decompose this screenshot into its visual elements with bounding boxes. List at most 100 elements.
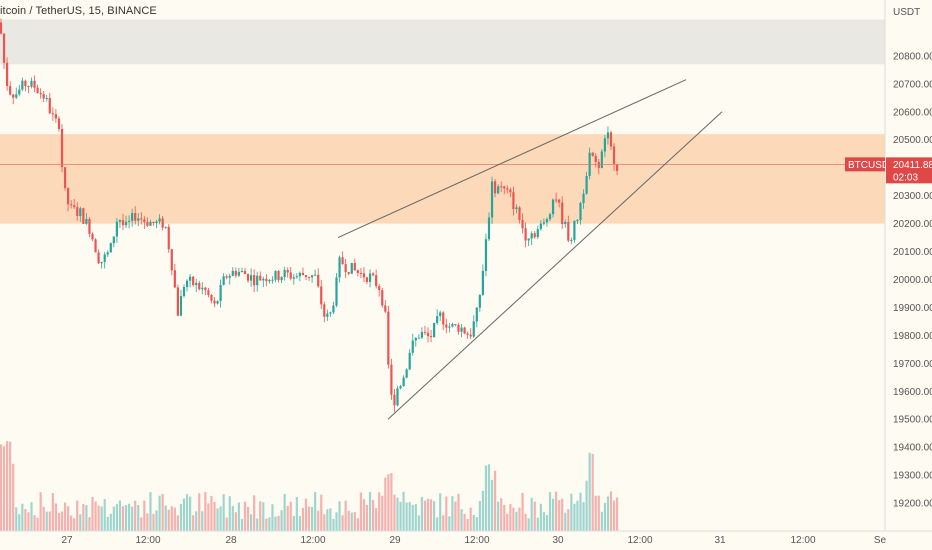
volume-bar [555,491,558,531]
volume-bar [9,441,12,531]
time-tick-label: 12:00 [790,535,815,546]
volume-bar [6,441,9,531]
candle-body [570,239,573,241]
candle-body [262,278,265,281]
volume-bar [506,513,509,531]
volume-bar [353,511,356,531]
volume-bar [207,503,210,531]
time-tick-label: 28 [225,535,237,546]
volume-bar [109,513,112,531]
candle-body [393,394,396,406]
volume-bar [259,501,262,531]
volume-bar [131,506,134,531]
time-tick-label: 12:00 [464,535,489,546]
candle-body [332,305,335,313]
candle-body [76,207,79,216]
volume-bar [463,513,466,531]
candle-body [103,254,106,262]
candle-body [140,218,143,220]
candle-body [30,80,33,87]
volume-bar [164,505,167,531]
candle-body [192,276,195,286]
candle-body [347,271,350,274]
volume-bar [253,495,256,531]
candle-body [533,233,536,238]
volume-bar [359,492,362,531]
candle-body [182,287,186,297]
candle-body [530,233,533,239]
candle-body [329,312,332,314]
candle-body [271,279,274,281]
trendline-upper[interactable] [337,79,687,239]
candle-body [314,274,317,276]
candle-body [396,388,399,406]
candle-body [466,333,469,335]
candle-body [24,80,27,87]
volume-bar [490,479,494,531]
volume-bar [30,502,33,531]
volume-bar [97,505,100,531]
candle-body [152,221,155,223]
candle-body [509,189,512,193]
candle-body [27,86,30,88]
candle-body [128,220,131,222]
candle-body [274,270,277,280]
candle-body [451,324,454,327]
candle-body [524,228,527,241]
volume-bar [436,517,439,531]
volume-bar [57,512,61,531]
candle-body [515,207,518,209]
trendline-lower[interactable] [387,111,723,420]
candle-body [359,273,362,275]
volume-bar [381,495,384,531]
volume-bar [414,504,417,531]
candle-body [210,294,213,301]
volume-bar [76,500,79,531]
candle-body [429,336,433,338]
volume-bar [307,506,311,531]
candle-body [307,276,311,278]
price-tag-symbol: BTCUSDT [848,160,895,171]
candle-body [149,221,152,226]
candle-body [311,275,314,278]
candle-body [460,327,463,332]
volume-bar [24,509,27,531]
candle-body [265,278,268,282]
candle-body [2,33,6,63]
candle-body [79,208,82,216]
time-tick-label: Se [874,535,887,546]
candle-body [603,138,606,152]
candle-body [259,275,262,281]
volume-bar [518,507,521,531]
candle-body [609,132,613,147]
volume-bar [368,491,372,531]
volume-bar [39,492,42,531]
volume-bar [561,498,564,531]
candle-body [97,252,100,264]
candle-body [548,214,552,220]
volume-bar [176,515,179,531]
volume-bar [475,517,478,531]
candle-body [463,327,466,334]
candle-body [243,271,247,275]
candle-body [176,287,179,316]
price-axis-ticks: 20800.0020700.0020600.0020500.0020400.00… [893,51,932,509]
volume-bar [445,496,448,531]
candle-body [387,311,390,365]
volume-bar [170,506,173,531]
volume-bar [185,494,189,531]
volume-bar [356,518,359,531]
candle-body [539,223,542,230]
volume-bar [79,514,82,531]
volume-bar [408,502,411,531]
candle-body [417,337,420,339]
price-tick-label: 20600.00 [893,107,932,118]
candle-body [436,316,439,323]
candle-body [131,213,134,221]
price-tick-label: 19900.00 [893,303,932,314]
volume-bar [451,496,454,531]
volume-bar [121,506,125,531]
volume-bar [216,508,219,531]
volume-bar [304,498,308,531]
